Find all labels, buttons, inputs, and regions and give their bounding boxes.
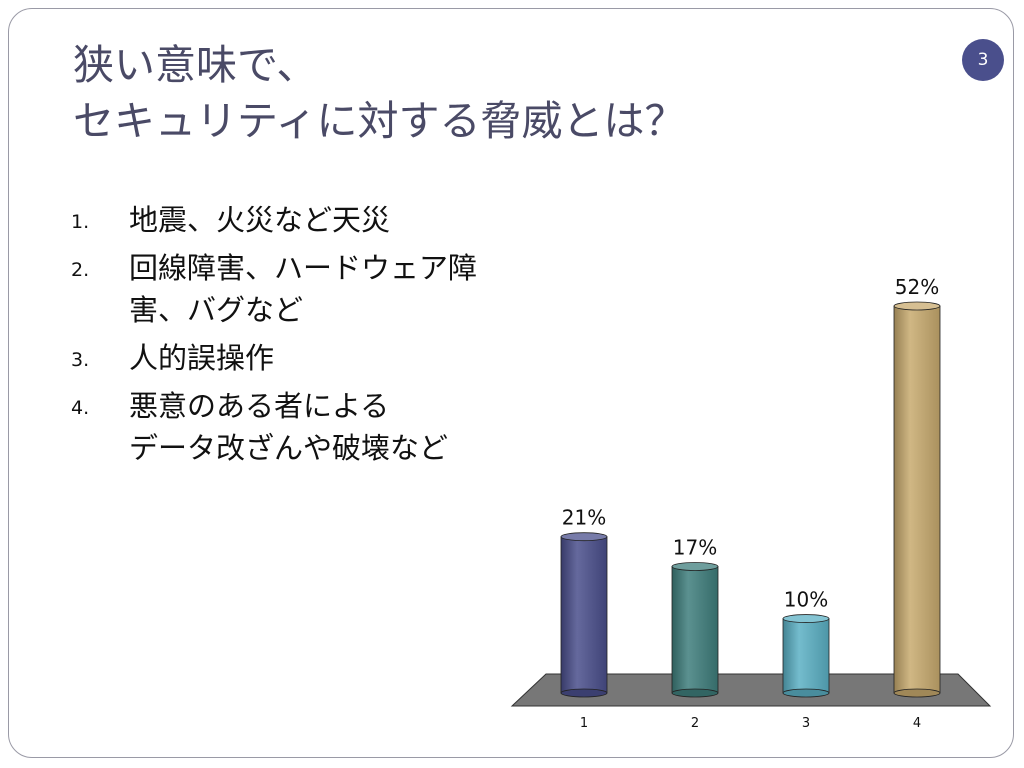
list-item-text: 人的誤操作 [129,341,275,375]
bar-base-1 [560,688,608,698]
title-line-1: 狭い意味で、 [73,41,318,89]
list-item: 1. 地震、火災など天災 [71,199,511,241]
list-item-text: 悪意のある者による データ改ざんや破壊など [129,389,449,465]
bar-top-1 [560,532,608,542]
bar-3 [782,618,830,694]
bar-4 [893,305,941,694]
bar-chart: 21% 1 17% 2 10% 3 52% 4 [510,275,992,731]
x-tick-label-1: 1 [580,716,588,731]
slide-title: 狭い意味で、 セキュリティに対する脅威とは？ [73,37,686,149]
bar-base-2 [671,688,719,698]
x-tick-label-2: 2 [691,716,699,731]
list-item-number: 4. [71,397,90,419]
list-item-number: 3. [71,349,90,371]
x-tick-label-4: 4 [913,716,921,731]
list-item-number: 1. [71,211,90,233]
bar-base-4 [893,688,941,698]
page-number-badge: 3 [962,39,1004,81]
list-item: 4. 悪意のある者による データ改ざんや破壊など [71,385,511,469]
list-item: 3. 人的誤操作 [71,337,511,379]
list-item: 2. 回線障害、ハードウェア障 害、バグなど [71,247,511,331]
data-label-3: 10% [784,588,828,612]
title-line-2: セキュリティに対する脅威とは？ [73,97,686,145]
data-label-1: 21% [562,506,606,530]
data-label-2: 17% [673,535,717,559]
chart-floor [510,673,992,707]
bar-top-4 [893,301,941,311]
list-item-text: 回線障害、ハードウェア障 害、バグなど [129,251,478,327]
x-tick-label-3: 3 [802,716,810,731]
bar-2 [671,566,719,694]
bar-1 [560,536,608,694]
bar-top-3 [782,614,830,623]
data-label-4: 52% [895,275,939,299]
slide-frame: 3 狭い意味で、 セキュリティに対する脅威とは？ 1. 地震、火災など天災 2.… [8,8,1014,758]
bar-base-3 [782,688,830,698]
list-item-text: 地震、火災など天災 [129,203,391,237]
bar-top-2 [671,562,719,571]
list-item-number: 2. [71,259,90,281]
threat-list: 1. 地震、火災など天災 2. 回線障害、ハードウェア障 害、バグなど 3. 人… [71,199,511,475]
